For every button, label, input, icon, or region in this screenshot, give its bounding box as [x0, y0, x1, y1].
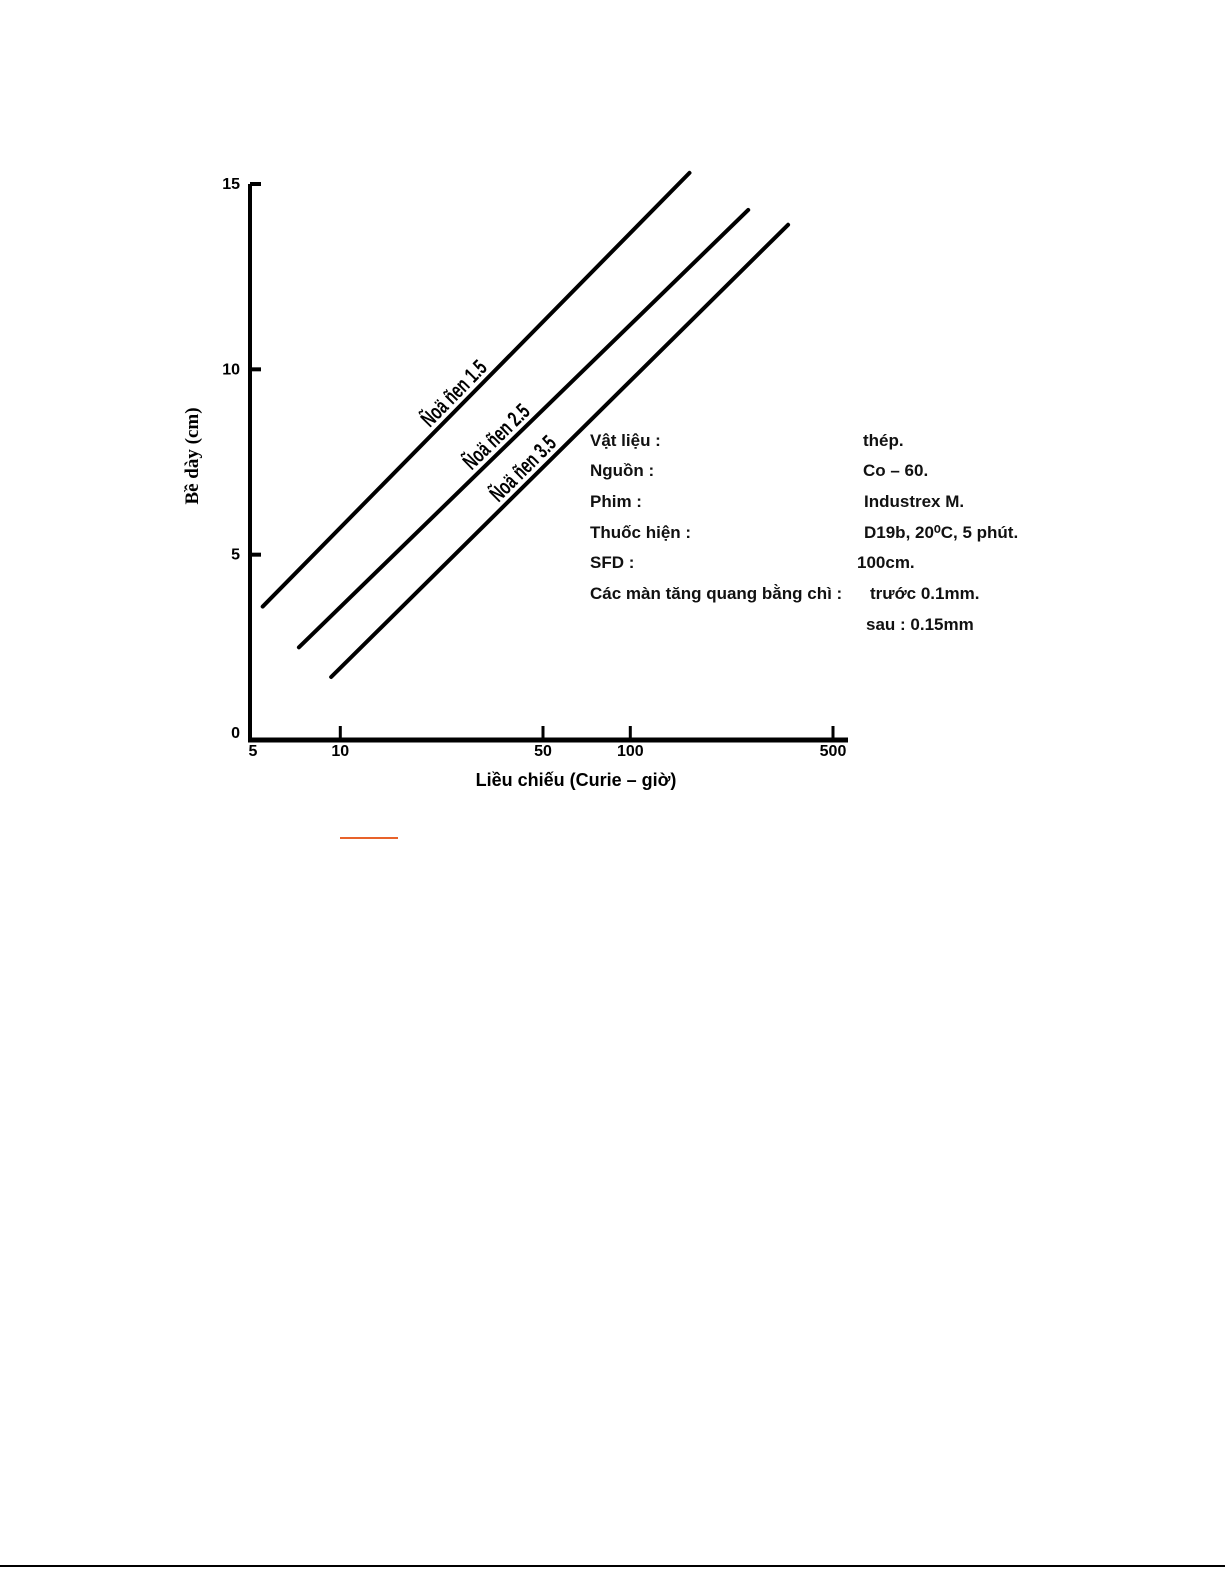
x-tick-label: 500: [820, 743, 847, 760]
info-value: Industrex M.: [864, 492, 965, 511]
x-tick-label: 5: [249, 743, 258, 760]
accent-underline: [340, 837, 398, 839]
x-tick-label: 10: [331, 743, 349, 760]
series-label: Ñoä ñen 1.5: [416, 355, 492, 431]
y-tick-label: 15: [222, 176, 240, 193]
info-label: Nguồn :: [590, 461, 655, 480]
info-value: D19b, 20⁰C, 5 phút.: [864, 523, 1019, 542]
y-tick-label: 10: [222, 361, 240, 378]
y-tick-label: 5: [231, 547, 240, 564]
info-value: sau : 0.15mm: [866, 615, 974, 634]
y-tick-label: 0: [231, 725, 240, 742]
info-label: Vật liệu :: [590, 431, 661, 450]
page-bottom-rule: [0, 1565, 1225, 1567]
info-label: Các màn tăng quang bằng chì :: [590, 584, 843, 603]
info-value: trước 0.1mm.: [870, 584, 980, 603]
x-tick-label: 100: [617, 743, 644, 760]
x-tick-label: 50: [534, 743, 552, 760]
info-label: SFD :: [590, 553, 635, 572]
info-label: Phim :: [590, 492, 642, 511]
series-line: [260, 170, 692, 609]
info-value: Co – 60.: [863, 461, 929, 480]
series-line: [296, 207, 751, 650]
info-label: Thuốc hiện :: [590, 523, 692, 542]
y-axis-title: Bề dày (cm): [182, 407, 203, 504]
info-value: thép.: [863, 431, 904, 450]
info-value: 100cm.: [857, 553, 915, 572]
series-line: [329, 222, 791, 679]
x-axis-title: Liều chiếu (Curie – giờ): [476, 770, 677, 790]
